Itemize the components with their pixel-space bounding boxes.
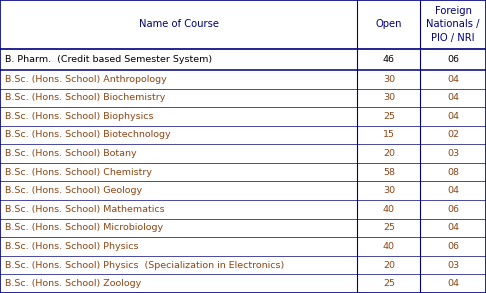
Text: 02: 02 xyxy=(447,130,459,139)
Text: 06: 06 xyxy=(447,242,459,251)
Text: 25: 25 xyxy=(383,112,395,121)
Text: 15: 15 xyxy=(383,130,395,139)
Text: 04: 04 xyxy=(447,279,459,288)
Text: 04: 04 xyxy=(447,224,459,232)
Text: 04: 04 xyxy=(447,186,459,195)
Text: Open: Open xyxy=(376,19,402,29)
Text: B.Sc. (Hons. School) Botany: B.Sc. (Hons. School) Botany xyxy=(5,149,137,158)
Text: B.Sc. (Hons. School) Geology: B.Sc. (Hons. School) Geology xyxy=(5,186,142,195)
Text: B.Sc. (Hons. School) Biochemistry: B.Sc. (Hons. School) Biochemistry xyxy=(5,93,165,102)
Text: 58: 58 xyxy=(383,168,395,177)
Text: 03: 03 xyxy=(447,149,459,158)
Text: 20: 20 xyxy=(383,149,395,158)
Text: 04: 04 xyxy=(447,112,459,121)
Text: 06: 06 xyxy=(447,205,459,214)
Text: 25: 25 xyxy=(383,224,395,232)
Text: 40: 40 xyxy=(383,242,395,251)
Text: B. Pharm.  (Credit based Semester System): B. Pharm. (Credit based Semester System) xyxy=(5,55,212,64)
Text: B.Sc. (Hons. School) Mathematics: B.Sc. (Hons. School) Mathematics xyxy=(5,205,164,214)
Text: Foreign
Nationals /
PIO / NRI: Foreign Nationals / PIO / NRI xyxy=(426,6,480,42)
Text: 20: 20 xyxy=(383,260,395,270)
Text: 46: 46 xyxy=(383,55,395,64)
Text: 30: 30 xyxy=(383,75,395,84)
Text: B.Sc. (Hons. School) Anthropology: B.Sc. (Hons. School) Anthropology xyxy=(5,75,167,84)
Text: 04: 04 xyxy=(447,75,459,84)
Text: Name of Course: Name of Course xyxy=(139,19,219,29)
Text: B.Sc. (Hons. School) Chemistry: B.Sc. (Hons. School) Chemistry xyxy=(5,168,152,177)
Text: B.Sc. (Hons. School) Physics  (Specialization in Electronics): B.Sc. (Hons. School) Physics (Specializa… xyxy=(5,260,284,270)
Text: B.Sc. (Hons. School) Microbiology: B.Sc. (Hons. School) Microbiology xyxy=(5,224,163,232)
Text: B.Sc. (Hons. School) Physics: B.Sc. (Hons. School) Physics xyxy=(5,242,139,251)
Text: B.Sc. (Hons. School) Biophysics: B.Sc. (Hons. School) Biophysics xyxy=(5,112,154,121)
Text: 06: 06 xyxy=(447,55,459,64)
Text: 40: 40 xyxy=(383,205,395,214)
Text: 08: 08 xyxy=(447,168,459,177)
Text: 30: 30 xyxy=(383,93,395,102)
Text: 03: 03 xyxy=(447,260,459,270)
Text: B.Sc. (Hons. School) Zoology: B.Sc. (Hons. School) Zoology xyxy=(5,279,141,288)
Text: B.Sc. (Hons. School) Biotechnology: B.Sc. (Hons. School) Biotechnology xyxy=(5,130,171,139)
Text: 30: 30 xyxy=(383,186,395,195)
Text: 25: 25 xyxy=(383,279,395,288)
Text: 04: 04 xyxy=(447,93,459,102)
